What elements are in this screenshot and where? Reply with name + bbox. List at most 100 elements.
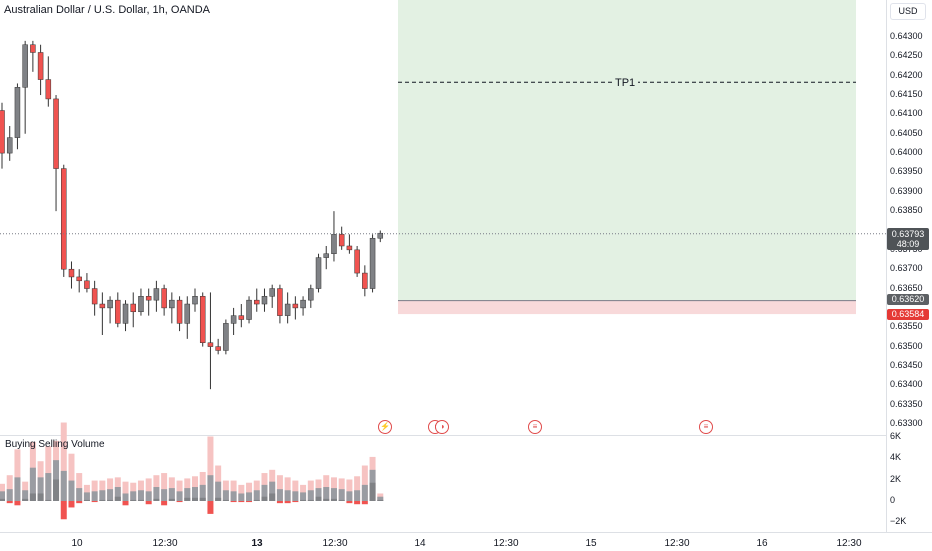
currency-button[interactable]: USD — [890, 3, 926, 20]
volume-buy-bar — [207, 475, 214, 501]
volume-buy-bar — [192, 487, 198, 501]
volume-total-bar — [68, 453, 75, 501]
price-tick-label: 0.63500 — [890, 340, 923, 351]
candle-body — [37, 52, 44, 80]
volume-delta-bar — [122, 501, 129, 506]
volume-buy-bar — [45, 473, 52, 501]
candle — [107, 296, 113, 324]
volume-delta-bar — [91, 501, 98, 503]
volume-delta-bar — [37, 493, 44, 501]
volume-buy-bar — [323, 487, 330, 501]
candle-body — [331, 234, 337, 254]
candle-body — [14, 87, 21, 138]
volume-buy-bar — [238, 493, 245, 501]
volume-total-bar — [292, 480, 299, 501]
candle — [362, 265, 368, 297]
candle — [238, 304, 245, 328]
volume-total-bar — [76, 473, 83, 501]
volume-buy-bar — [145, 491, 152, 501]
us-flag-icon[interactable]: ≡ — [528, 420, 542, 434]
time-tick-label: 10 — [71, 538, 83, 549]
candle — [207, 292, 214, 390]
volume-buy-bar — [68, 480, 75, 501]
volume-buy-bar — [76, 488, 83, 501]
volume-total-bar — [230, 480, 237, 501]
candle-body — [61, 168, 67, 270]
volume-buy-bar — [168, 488, 175, 501]
volume-total-bar — [161, 473, 168, 501]
volume-buy-bar — [292, 491, 299, 501]
candle-body — [115, 299, 121, 324]
time-tick-label: 14 — [414, 538, 426, 549]
volume-buy-bar — [0, 491, 5, 501]
volume-buy-bar — [253, 490, 260, 501]
volume-delta-bar — [22, 498, 29, 501]
lightning-icon[interactable]: ⚡ — [378, 420, 392, 434]
candle — [377, 230, 384, 243]
volume-delta-bar — [76, 501, 83, 504]
volume-total-bar — [246, 482, 253, 501]
volume-buy-bar — [276, 489, 283, 501]
stop-price-tag: 0.63584 — [887, 309, 929, 320]
candle — [122, 300, 129, 332]
candle — [254, 288, 260, 312]
candle — [76, 269, 82, 293]
volume-total-bar — [91, 480, 98, 501]
volume-delta-bar — [107, 499, 114, 501]
take-profit-label: TP1 — [612, 77, 639, 89]
volume-indicator-title[interactable]: Buying Selling Volume — [5, 439, 105, 450]
volume-delta-bar — [284, 501, 291, 504]
candle-body — [338, 234, 345, 247]
candle — [261, 288, 268, 312]
price-tick-label: 0.64250 — [890, 50, 923, 61]
candle-body — [84, 280, 90, 289]
candle — [346, 234, 353, 254]
candle — [215, 338, 221, 355]
time-axis[interactable] — [0, 532, 932, 551]
time-tick-label: 15 — [585, 538, 597, 549]
price-tick-label: 0.64300 — [890, 31, 923, 41]
volume-delta-bar — [292, 501, 299, 503]
volume-buy-bar — [29, 467, 36, 501]
candles-group — [0, 40, 384, 390]
candle — [176, 296, 183, 332]
candle-body — [0, 110, 5, 154]
candle — [161, 284, 167, 316]
volume-delta-bar — [323, 498, 330, 501]
price-tick-label: 0.64000 — [890, 147, 923, 158]
candle — [331, 211, 337, 262]
price-tick-label: 0.63350 — [890, 398, 923, 409]
volume-buy-bar — [107, 489, 114, 501]
candle-body — [107, 299, 113, 309]
candle — [22, 40, 28, 134]
volume-buy-bar — [222, 490, 229, 501]
candle — [99, 292, 106, 335]
volume-buy-bar — [199, 484, 206, 501]
volume-delta-bar — [307, 499, 314, 501]
price-axis[interactable] — [886, 0, 932, 532]
candle — [61, 164, 67, 277]
volume-buy-bar — [22, 490, 29, 501]
price-tick-label: 0.63650 — [890, 282, 923, 293]
candle-body — [99, 303, 106, 309]
volume-buy-bar — [315, 488, 322, 501]
candle — [354, 245, 360, 277]
volume-buy-bar — [122, 493, 129, 501]
au-flag-icon[interactable]: ◑ — [435, 420, 449, 434]
volume-delta-bar — [99, 499, 106, 501]
us-flag-icon[interactable]: ≡ — [699, 420, 713, 434]
volume-delta-bar — [369, 482, 376, 501]
volume-delta-bar — [246, 501, 253, 503]
price-tick-label: 0.63850 — [890, 205, 923, 216]
volume-tick-label: 4K — [890, 452, 902, 462]
candle-body — [161, 288, 167, 309]
volume-buy-bar — [261, 484, 268, 501]
candle-body — [207, 342, 214, 347]
volume-buy-bar — [83, 492, 90, 501]
volume-buy-bar — [153, 487, 160, 501]
volume-tick-label: −2K — [890, 516, 907, 526]
symbol-title[interactable]: Australian Dollar / U.S. Dollar, 1h, OAN… — [4, 4, 211, 16]
candle-body — [223, 323, 229, 351]
